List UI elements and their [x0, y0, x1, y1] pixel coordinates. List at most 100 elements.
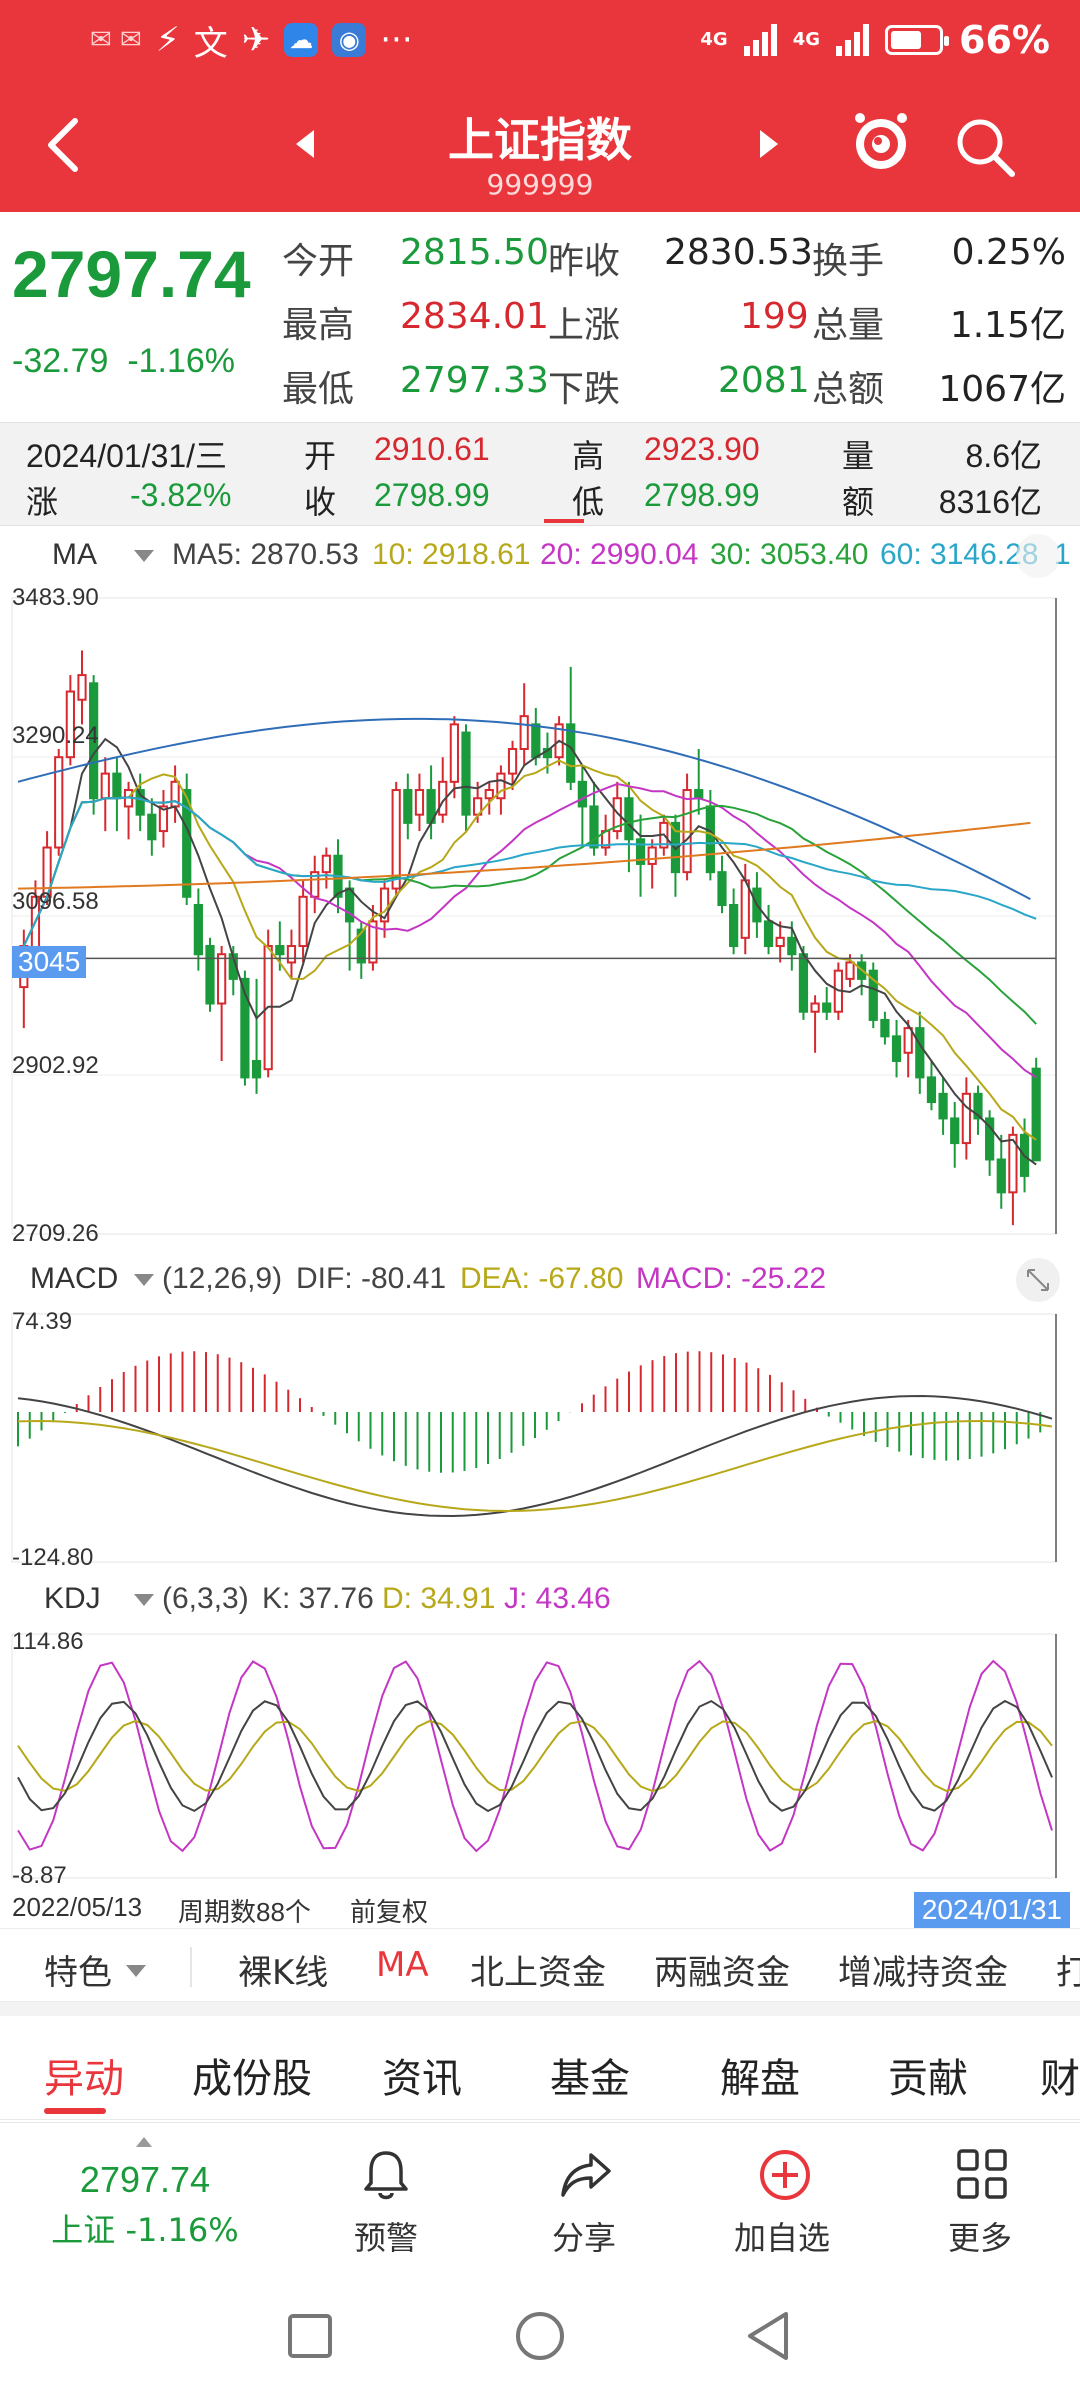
candle-down — [635, 838, 646, 865]
recent-apps-icon[interactable] — [286, 2312, 334, 2360]
ma30-value: 30: 3053.40 — [710, 538, 869, 571]
open-label: 今开 — [282, 241, 355, 282]
weather-app-icon: ☁ — [284, 23, 319, 57]
divider — [0, 2002, 1080, 2016]
y-tick-label: 3290.24 — [12, 722, 99, 749]
candle-down — [251, 1059, 262, 1079]
current-price: 2797.74 — [12, 237, 251, 311]
network-type-label: 4G — [700, 29, 728, 50]
tab-naked-k[interactable]: 裸K线 — [238, 1953, 329, 1993]
candle-up — [368, 920, 378, 964]
candle-down — [205, 945, 215, 1005]
notification-icon: ✉ ✉ — [90, 25, 142, 55]
candle-up — [100, 772, 110, 800]
day-high-value: 2923.90 — [644, 431, 760, 467]
macd-chart[interactable] — [0, 1306, 1080, 1570]
adjust-mode[interactable]: 前复权 — [350, 1897, 429, 1927]
candle-up — [65, 690, 75, 759]
more-button[interactable]: 更多 — [910, 2133, 1050, 2259]
ma30-line — [22, 796, 1037, 1025]
toolbar-price[interactable]: 2797.74 — [79, 2159, 211, 2200]
dif-line — [17, 1394, 1053, 1518]
candle-down — [996, 1158, 1006, 1194]
kline-chart[interactable] — [0, 582, 1080, 1262]
chevron-down-icon[interactable] — [134, 1274, 154, 1286]
alert-button[interactable]: 预警 — [316, 2133, 456, 2259]
open-value: 2815.50 — [400, 232, 549, 273]
candle-down — [147, 813, 157, 841]
j-line — [17, 1659, 1053, 1853]
chevron-down-icon[interactable] — [134, 1594, 154, 1606]
turnover-value: 0.25% — [951, 232, 1066, 273]
back-button[interactable] — [28, 110, 98, 180]
prev-stock-arrow[interactable] — [296, 130, 314, 158]
alert-label: 预警 — [353, 2219, 418, 2257]
candle-up — [217, 953, 227, 1005]
low-label: 最低 — [282, 369, 355, 410]
home-icon[interactable] — [514, 2310, 566, 2362]
kdj-indicator-name[interactable]: KDJ — [44, 1582, 101, 1615]
day-change-label: 涨 — [26, 484, 59, 520]
dea-value: DEA: -67.80 — [460, 1262, 624, 1295]
candle-up — [158, 805, 169, 833]
tab-more[interactable]: 打 — [1056, 1945, 1080, 1994]
bell-icon — [364, 2151, 408, 2200]
mascot-assistant-button[interactable] — [848, 108, 914, 174]
tab-contribution[interactable]: 贡献 — [888, 2056, 968, 2102]
tab-finance[interactable]: 财 — [1040, 2056, 1080, 2102]
battery-level — [891, 31, 922, 49]
candle-up — [449, 723, 459, 783]
tab-northbound-funds[interactable]: 北上资金 — [470, 1953, 606, 1993]
tab-margin-funds[interactable]: 两融资金 — [654, 1953, 790, 1993]
advancers-value: 199 — [740, 296, 809, 337]
y-tick-label: 2709.26 — [12, 1220, 99, 1247]
chevron-down-icon[interactable] — [134, 550, 154, 562]
candle-down — [356, 928, 366, 964]
tab-special[interactable]: 特色 — [44, 1945, 112, 1994]
candle-down — [135, 789, 145, 816]
status-indicators: 4G 4G 66% — [700, 18, 1050, 62]
add-watchlist-button[interactable]: 加自选 — [712, 2133, 852, 2259]
tab-shareholding-change[interactable]: 增减持资金 — [838, 1953, 1008, 1993]
macd-indicator-name[interactable]: MACD — [30, 1262, 119, 1295]
ma60-line — [22, 796, 1037, 947]
amount-label: 总额 — [812, 369, 885, 410]
chevron-up-icon[interactable] — [136, 2137, 152, 2147]
search-button[interactable] — [952, 114, 1018, 180]
kdj-chart[interactable] — [0, 1626, 1080, 1886]
chart-frame — [11, 1633, 1057, 1879]
tab-ma[interactable]: MA — [376, 1945, 429, 1985]
candle-down — [461, 731, 471, 816]
tab-constituents[interactable]: 成份股 — [192, 2056, 312, 2102]
back-triangle-icon[interactable] — [744, 2310, 792, 2362]
chart-footer: 2022/05/13 周期数88个 前复权 2024/01/31 — [0, 1886, 1080, 1928]
tab-analysis[interactable]: 解盘 — [720, 2056, 800, 2102]
tab-news[interactable]: 资讯 — [382, 2056, 462, 2102]
candle-down — [670, 821, 681, 874]
ma-indicator-name[interactable]: MA — [52, 538, 97, 571]
ma5-value: MA5: 2870.53 — [172, 538, 359, 571]
expand-button[interactable] — [1016, 534, 1060, 578]
tab-funds[interactable]: 基金 — [550, 2056, 630, 2102]
candle-down — [403, 789, 413, 824]
day-low-value: 2798.99 — [644, 477, 760, 513]
nav-bar: 上证指数 999999 — [0, 80, 1080, 212]
expand-button[interactable] — [1016, 1258, 1060, 1302]
candle-up — [286, 945, 297, 964]
toolbar-price-label[interactable]: 上证 -1.16% — [51, 2211, 239, 2249]
prev-close-label: 昨收 — [548, 241, 621, 282]
tab-movement[interactable]: 异动 — [44, 2056, 124, 2102]
signal-icon — [743, 24, 777, 56]
candle-up — [507, 747, 518, 775]
battery-percent: 66% — [959, 18, 1050, 62]
day-amount-label: 额 — [842, 484, 875, 520]
mascot-icon — [855, 113, 907, 169]
browser-app-icon: ◉ — [332, 23, 367, 57]
candle-down — [950, 1117, 960, 1145]
dif-value: DIF: -80.41 — [296, 1262, 447, 1295]
next-stock-arrow[interactable] — [760, 130, 778, 158]
chevron-down-icon[interactable] — [126, 1965, 146, 1977]
status-bar: ✉ ✉ ⚡ 文 ✈ ☁ ◉ ··· 4G 4G 66% — [0, 0, 1080, 80]
share-button[interactable]: 分享 — [514, 2133, 654, 2259]
grid-icon — [957, 2149, 1007, 2199]
